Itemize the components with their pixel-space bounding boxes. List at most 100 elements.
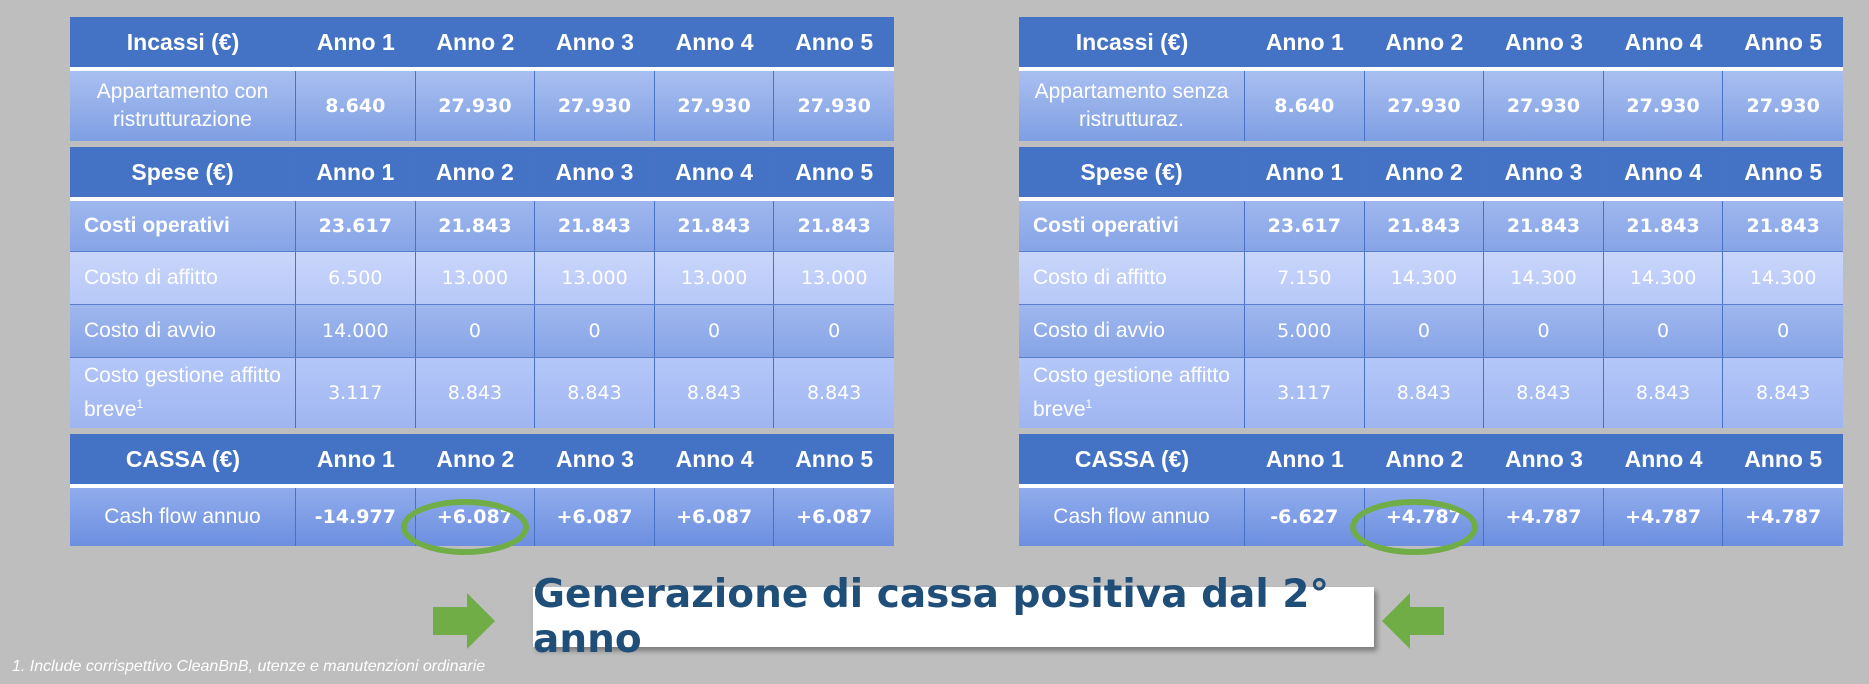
spese-header-row: Spese (€) Anno 1 Anno 2 Anno 3 Anno 4 An…: [1019, 147, 1843, 201]
incassi-table: Incassi (€) Anno 1 Anno 2 Anno 3 Anno 4 …: [70, 17, 894, 141]
header-cell: Spese (€): [1019, 147, 1245, 197]
table-row: Appartamento senza ristrutturaz. 8.640 2…: [1019, 71, 1843, 141]
value-cell: 0: [1604, 305, 1724, 357]
value-cell: 14.300: [1484, 252, 1604, 304]
spese-table: Spese (€) Anno 1 Anno 2 Anno 3 Anno 4 An…: [70, 147, 894, 428]
incassi-header-row: Incassi (€) Anno 1 Anno 2 Anno 3 Anno 4 …: [70, 17, 894, 71]
footnote-marker: 1: [1085, 397, 1093, 411]
table-row: Costo di avvio 14.000 0 0 0 0: [70, 305, 894, 358]
header-cell: Incassi (€): [1075, 28, 1189, 55]
header-cell: Anno 3: [556, 28, 634, 55]
value-cell: 27.930: [1604, 71, 1724, 141]
value-cell: 21.843: [416, 201, 536, 251]
value-cell: 13.000: [655, 252, 775, 304]
row-label-text: Costo gestione affitto breve: [1033, 364, 1230, 421]
value-cell: 8.843: [1604, 358, 1724, 428]
value-cell: +4.787: [1484, 488, 1604, 546]
spese-table: Spese (€) Anno 1 Anno 2 Anno 3 Anno 4 An…: [1019, 147, 1843, 428]
value-cell: 0: [416, 305, 536, 357]
header-cell: Incassi (€): [126, 28, 240, 55]
highlight-ellipse-right: [1350, 499, 1478, 555]
value-cell: 21.843: [1365, 201, 1485, 251]
header-cell: Anno 5: [1744, 158, 1823, 185]
header-cell: Anno 5: [1744, 28, 1823, 55]
header-cell: Spese (€): [70, 147, 296, 197]
value-cell: 8.640: [296, 71, 416, 141]
header-cell: Anno 2: [436, 445, 515, 472]
arrow-left-icon: [1382, 593, 1444, 649]
incassi-header-row: Incassi (€) Anno 1 Anno 2 Anno 3 Anno 4 …: [1019, 17, 1843, 71]
value-cell: 27.930: [1365, 71, 1485, 141]
header-cell: Anno 4: [1624, 445, 1703, 472]
value-cell: 0: [1365, 305, 1485, 357]
header-cell: Anno 2: [416, 147, 536, 197]
row-label: Cash flow annuo: [70, 488, 296, 546]
header-cell: Anno 4: [1624, 28, 1703, 55]
row-label: Costo di avvio: [1019, 305, 1245, 357]
value-cell: +6.087: [796, 506, 873, 528]
header-cell: Anno 1: [316, 445, 395, 472]
table-row: Costo di affitto 6.500 13.000 13.000 13.…: [70, 252, 894, 305]
value-cell: 14.300: [1604, 252, 1724, 304]
header-cell: Anno 1: [1245, 147, 1365, 197]
incassi-table: Incassi (€) Anno 1 Anno 2 Anno 3 Anno 4 …: [1019, 17, 1843, 141]
value-cell: 21.843: [1484, 201, 1604, 251]
header-cell: Anno 5: [795, 445, 874, 472]
value-cell: 7.150: [1245, 252, 1365, 304]
value-cell: 8.843: [806, 382, 862, 404]
row-label: Appartamento con ristrutturazione: [70, 71, 296, 141]
header-cell: Anno 4: [1604, 147, 1724, 197]
value-cell: 13.000: [535, 252, 655, 304]
value-cell: 27.930: [416, 71, 536, 141]
value-cell: 8.843: [1755, 382, 1811, 404]
header-cell: Anno 5: [795, 28, 874, 55]
value-cell: 21.843: [535, 201, 655, 251]
header-cell: Anno 4: [675, 28, 754, 55]
value-cell: +4.787: [1604, 488, 1724, 546]
header-cell: Anno 3: [1484, 147, 1604, 197]
header-cell: Anno 3: [535, 147, 655, 197]
table-row: Costo gestione affitto breve1 3.117 8.84…: [70, 358, 894, 428]
value-cell: 27.930: [1484, 71, 1604, 141]
value-cell: 23.617: [296, 201, 416, 251]
value-cell: 8.843: [535, 358, 655, 428]
footnote-marker: 1: [136, 397, 144, 411]
row-label: Costi operativi: [1019, 201, 1245, 251]
header-cell: Anno 5: [795, 158, 874, 185]
value-cell: 0: [1777, 320, 1790, 342]
header-cell: CASSA (€): [125, 445, 241, 472]
row-label: Appartamento senza ristrutturaz.: [1019, 71, 1245, 141]
value-cell: +6.087: [535, 488, 655, 546]
value-cell: 21.843: [655, 201, 775, 251]
table-row: Costi operativi 23.617 21.843 21.843 21.…: [1019, 201, 1843, 252]
row-label: Costo gestione affitto breve1: [1019, 358, 1245, 428]
row-label: Costo gestione affitto breve1: [70, 358, 296, 428]
table-row: Costo di avvio 5.000 0 0 0 0: [1019, 305, 1843, 358]
table-row: Costo di affitto 7.150 14.300 14.300 14.…: [1019, 252, 1843, 305]
row-label: Costo di affitto: [1019, 252, 1245, 304]
value-cell: 23.617: [1245, 201, 1365, 251]
table-panel-without-renovation: Incassi (€) Anno 1 Anno 2 Anno 3 Anno 4 …: [1019, 17, 1843, 552]
value-cell: 27.930: [655, 71, 775, 141]
arrow-right-icon: [433, 593, 495, 649]
header-cell: Anno 1: [316, 28, 395, 55]
value-cell: 14.000: [296, 305, 416, 357]
header-cell: Anno 5: [1744, 445, 1823, 472]
value-cell: 8.843: [1484, 358, 1604, 428]
table-row: Costi operativi 23.617 21.843 21.843 21.…: [70, 201, 894, 252]
value-cell: 0: [655, 305, 775, 357]
value-cell: 27.930: [535, 71, 655, 141]
value-cell: +4.787: [1745, 506, 1822, 528]
value-cell: +6.087: [655, 488, 775, 546]
conclusion-banner: Generazione di cassa positiva dal 2° ann…: [533, 572, 1374, 662]
value-cell: 0: [1484, 305, 1604, 357]
value-cell: 13.000: [416, 252, 536, 304]
header-cell: Anno 1: [1265, 28, 1344, 55]
header-cell: Anno 2: [1365, 147, 1485, 197]
row-label: Costo di avvio: [70, 305, 296, 357]
value-cell: 21.843: [797, 215, 871, 237]
value-cell: 5.000: [1245, 305, 1365, 357]
value-cell: 27.930: [1746, 95, 1820, 117]
header-cell: Anno 2: [436, 28, 515, 55]
value-cell: -6.627: [1245, 488, 1365, 546]
